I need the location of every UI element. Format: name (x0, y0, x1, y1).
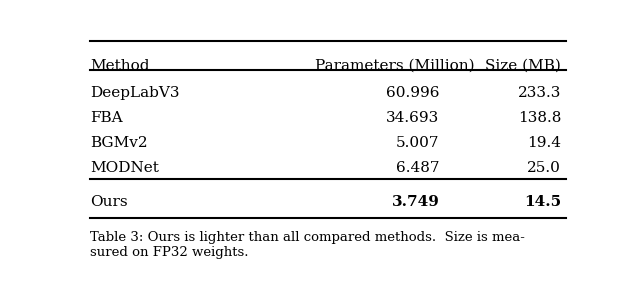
Text: BGMv2: BGMv2 (90, 136, 148, 150)
Text: 233.3: 233.3 (518, 86, 561, 100)
Text: 14.5: 14.5 (524, 195, 561, 209)
Text: Size (MB): Size (MB) (485, 59, 561, 73)
Text: 3.749: 3.749 (392, 195, 440, 209)
Text: Ours: Ours (90, 195, 127, 209)
Text: 60.996: 60.996 (386, 86, 440, 100)
Text: Table 3: Ours is lighter than all compared methods.  Size is mea-
sured on FP32 : Table 3: Ours is lighter than all compar… (90, 231, 525, 259)
Text: Parameters (Million): Parameters (Million) (315, 59, 475, 73)
Text: 138.8: 138.8 (518, 111, 561, 125)
Text: 5.007: 5.007 (396, 136, 440, 150)
Text: DeepLabV3: DeepLabV3 (90, 86, 179, 100)
Text: 25.0: 25.0 (527, 161, 561, 175)
Text: 19.4: 19.4 (527, 136, 561, 150)
Text: 6.487: 6.487 (396, 161, 440, 175)
Text: MODNet: MODNet (90, 161, 159, 175)
Text: FBA: FBA (90, 111, 122, 125)
Text: Method: Method (90, 59, 149, 73)
Text: 34.693: 34.693 (387, 111, 440, 125)
